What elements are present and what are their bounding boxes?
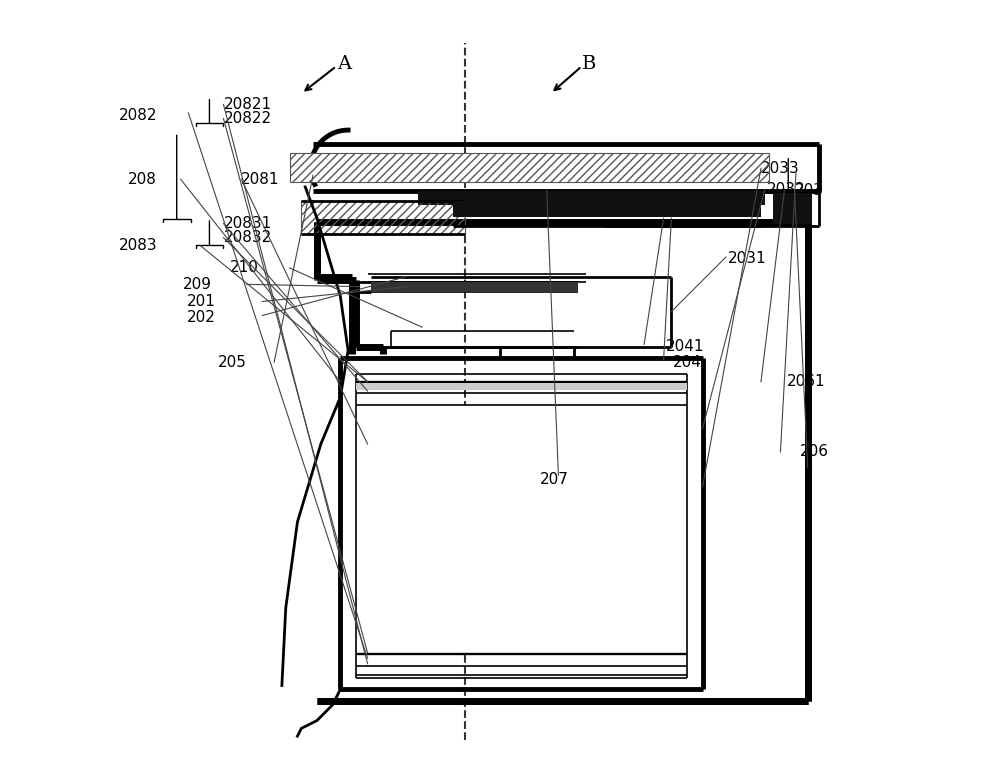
Bar: [357, 405, 685, 652]
Bar: [773, 193, 812, 224]
Text: 2061: 2061: [787, 374, 825, 390]
Text: 201: 201: [187, 294, 216, 309]
Text: 205: 205: [218, 354, 247, 370]
Text: 2083: 2083: [119, 238, 157, 253]
Bar: [356, 383, 687, 390]
Bar: [301, 201, 465, 234]
Text: 20832: 20832: [223, 230, 272, 245]
Bar: [301, 201, 465, 234]
Text: 208: 208: [128, 171, 157, 187]
Bar: [418, 191, 765, 205]
Text: 2041: 2041: [666, 339, 704, 354]
Bar: [290, 153, 769, 182]
Text: 2031: 2031: [727, 251, 766, 266]
Text: 20822: 20822: [223, 111, 272, 126]
Bar: [290, 153, 769, 182]
Bar: [453, 201, 761, 217]
Text: 210: 210: [230, 260, 259, 276]
Bar: [371, 282, 578, 292]
Text: 209: 209: [183, 277, 212, 292]
Text: A: A: [337, 55, 351, 73]
Text: 2082: 2082: [119, 108, 157, 123]
Text: 206: 206: [800, 444, 829, 460]
Text: 2081: 2081: [241, 171, 280, 187]
Text: 202: 202: [187, 309, 216, 325]
Text: 204: 204: [673, 354, 702, 370]
Text: 2033: 2033: [761, 160, 800, 176]
Text: 207: 207: [540, 471, 569, 487]
Text: B: B: [582, 55, 597, 73]
Text: 20831: 20831: [223, 216, 272, 231]
Text: 20821: 20821: [223, 97, 272, 112]
Text: 203: 203: [794, 183, 823, 199]
Text: 2032: 2032: [767, 182, 806, 197]
